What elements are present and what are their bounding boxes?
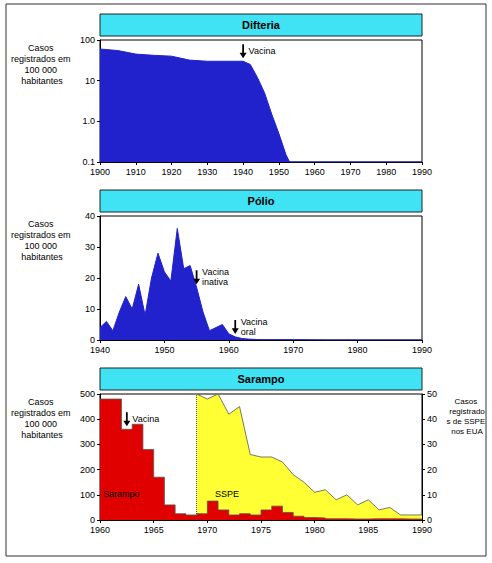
svg-text:50: 50 bbox=[427, 389, 437, 399]
svg-text:Vacina: Vacina bbox=[132, 414, 159, 424]
svg-text:1960: 1960 bbox=[90, 525, 110, 535]
svg-text:habitantes: habitantes bbox=[21, 252, 63, 262]
svg-text:SSPE: SSPE bbox=[215, 489, 239, 499]
svg-text:1960: 1960 bbox=[219, 345, 239, 355]
svg-text:0.1: 0.1 bbox=[82, 157, 95, 167]
svg-text:registrados em: registrados em bbox=[11, 230, 73, 240]
svg-text:Sarampo: Sarampo bbox=[237, 373, 284, 385]
svg-text:500: 500 bbox=[80, 389, 95, 399]
svg-text:1960: 1960 bbox=[305, 167, 325, 177]
svg-text:1.0: 1.0 bbox=[82, 116, 95, 126]
svg-text:1985: 1985 bbox=[358, 525, 378, 535]
svg-text:1950: 1950 bbox=[269, 167, 289, 177]
svg-text:100 000: 100 000 bbox=[24, 241, 59, 251]
svg-text:Casos: Casos bbox=[28, 219, 56, 229]
svg-text:30: 30 bbox=[427, 439, 437, 449]
svg-text:20: 20 bbox=[85, 273, 95, 283]
svg-text:40: 40 bbox=[427, 414, 437, 424]
svg-text:Vacina: Vacina bbox=[249, 46, 276, 56]
svg-text:1970: 1970 bbox=[340, 167, 360, 177]
svg-text:Casos: Casos bbox=[28, 397, 56, 407]
svg-text:Casos: Casos bbox=[455, 397, 480, 406]
svg-text:30: 30 bbox=[85, 242, 95, 252]
svg-text:1940: 1940 bbox=[90, 345, 110, 355]
svg-text:registrado: registrado bbox=[449, 407, 485, 416]
svg-text:Vacina: Vacina bbox=[241, 317, 270, 327]
svg-text:1910: 1910 bbox=[126, 167, 146, 177]
svg-text:100: 100 bbox=[80, 35, 95, 45]
svg-text:inativa: inativa bbox=[202, 277, 228, 287]
svg-text:0: 0 bbox=[90, 335, 95, 345]
svg-text:oral: oral bbox=[241, 327, 256, 337]
svg-text:10: 10 bbox=[427, 490, 437, 500]
svg-text:Difteria: Difteria bbox=[242, 19, 281, 31]
svg-text:1975: 1975 bbox=[251, 525, 271, 535]
svg-text:40: 40 bbox=[85, 211, 95, 221]
svg-text:1990: 1990 bbox=[412, 345, 432, 355]
svg-text:1990: 1990 bbox=[412, 525, 432, 535]
svg-text:1970: 1970 bbox=[197, 525, 217, 535]
svg-text:1990: 1990 bbox=[412, 167, 432, 177]
svg-text:10: 10 bbox=[85, 304, 95, 314]
svg-text:registrados em: registrados em bbox=[11, 54, 73, 64]
svg-text:1950: 1950 bbox=[154, 345, 174, 355]
svg-text:registrados em: registrados em bbox=[11, 408, 73, 418]
svg-text:Vacina: Vacina bbox=[202, 267, 231, 277]
svg-text:1980: 1980 bbox=[305, 525, 325, 535]
svg-text:1900: 1900 bbox=[90, 167, 110, 177]
svg-text:300: 300 bbox=[80, 439, 95, 449]
svg-text:s de SSPE: s de SSPE bbox=[447, 417, 488, 426]
svg-text:20: 20 bbox=[427, 465, 437, 475]
svg-text:0: 0 bbox=[427, 515, 432, 525]
svg-text:100 000: 100 000 bbox=[24, 65, 59, 75]
svg-text:1920: 1920 bbox=[162, 167, 182, 177]
svg-text:100: 100 bbox=[80, 490, 95, 500]
svg-text:1940: 1940 bbox=[233, 167, 253, 177]
svg-text:Sarampo: Sarampo bbox=[103, 489, 140, 499]
svg-text:1930: 1930 bbox=[197, 167, 217, 177]
svg-text:1980: 1980 bbox=[376, 167, 396, 177]
svg-text:habitantes: habitantes bbox=[21, 76, 63, 86]
svg-text:1970: 1970 bbox=[283, 345, 303, 355]
svg-text:0: 0 bbox=[90, 515, 95, 525]
svg-text:Casos: Casos bbox=[28, 43, 56, 53]
svg-text:1965: 1965 bbox=[144, 525, 164, 535]
svg-text:200: 200 bbox=[80, 465, 95, 475]
svg-text:Pólio: Pólio bbox=[248, 195, 275, 207]
svg-text:nos EUA: nos EUA bbox=[451, 427, 483, 436]
svg-text:1980: 1980 bbox=[348, 345, 368, 355]
svg-text:10: 10 bbox=[85, 76, 95, 86]
svg-text:400: 400 bbox=[80, 414, 95, 424]
svg-text:100 000: 100 000 bbox=[24, 419, 59, 429]
svg-text:habitantes: habitantes bbox=[21, 430, 63, 440]
